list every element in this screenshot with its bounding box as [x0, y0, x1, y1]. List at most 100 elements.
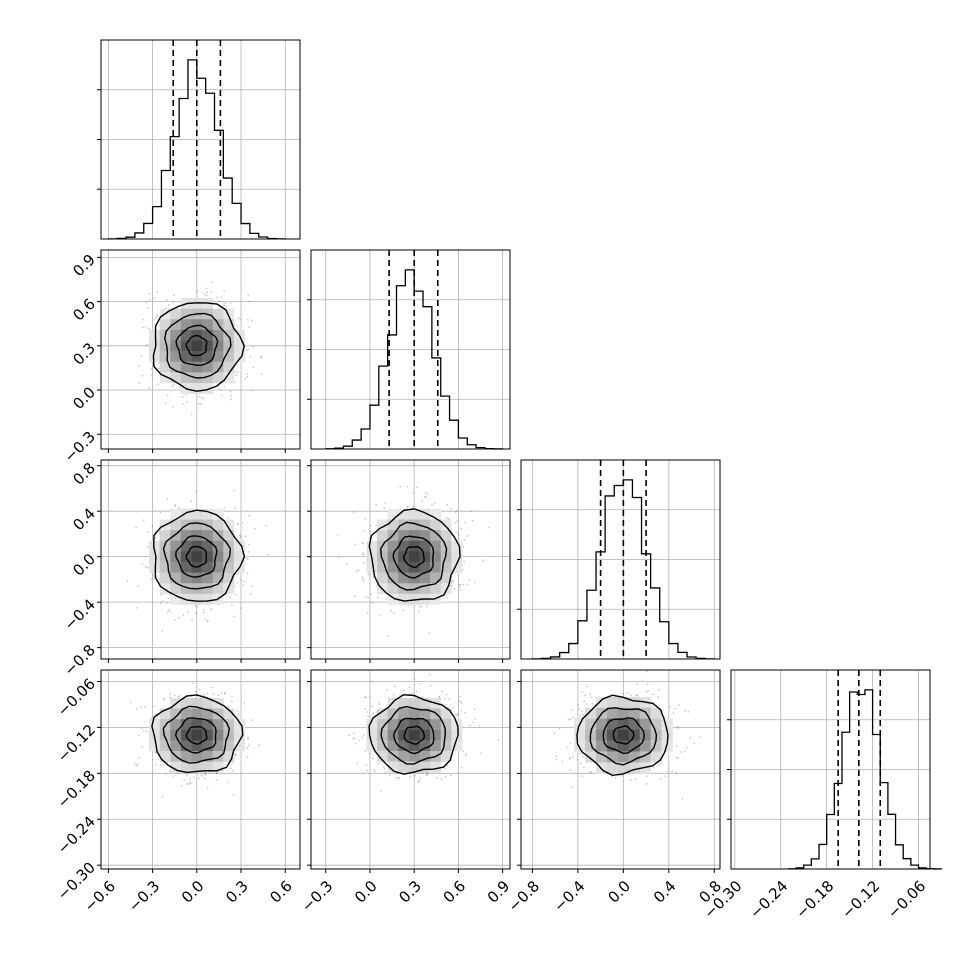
- scatter-point: [237, 713, 240, 716]
- scatter-point: [153, 297, 155, 300]
- scatter-point: [144, 565, 147, 568]
- density-cell: [149, 351, 160, 363]
- scatter-point: [161, 630, 164, 632]
- scatter-point: [561, 760, 563, 763]
- scatter-point: [147, 531, 150, 533]
- density-cell: [628, 696, 641, 709]
- y-tick-label: −0.06: [54, 675, 99, 720]
- scatter-point: [426, 773, 428, 776]
- scatter-point: [424, 495, 427, 498]
- histogram-step: [107, 59, 286, 240]
- density-cell: [398, 593, 410, 605]
- scatter-point: [464, 711, 467, 714]
- scatter-point: [239, 607, 242, 610]
- histogram-panel-4: [727, 669, 943, 870]
- scatter-point: [158, 577, 161, 580]
- scatter-point: [450, 508, 453, 510]
- scatter-point: [244, 535, 247, 538]
- x-tick-label: −0.8: [505, 877, 543, 915]
- scatter-point: [166, 394, 169, 397]
- density-cell: [170, 719, 182, 731]
- density-cell: [223, 351, 235, 363]
- scatter-point: [417, 781, 420, 783]
- contour-line: [185, 334, 208, 357]
- contour-line: [602, 717, 645, 755]
- density-cell: [617, 696, 630, 709]
- density-panel-3-2: [307, 459, 511, 663]
- density-cell: [430, 519, 442, 531]
- density-cell: [223, 750, 235, 762]
- scatter-point: [353, 736, 356, 739]
- scatter-point: [364, 518, 367, 520]
- density-cell: [223, 329, 235, 341]
- histogram-panel-2: [307, 249, 511, 450]
- density-cell: [191, 750, 203, 762]
- scatter-point: [354, 543, 356, 546]
- density-cell: [419, 540, 431, 552]
- scatter-point: [221, 394, 223, 397]
- scatter-point: [173, 694, 176, 697]
- scatter-point: [378, 703, 381, 705]
- scatter-point: [478, 725, 481, 728]
- density-cell: [191, 340, 203, 352]
- scatter-point: [174, 505, 176, 508]
- scatter-point: [383, 507, 386, 510]
- scatter-point: [246, 349, 248, 352]
- y-tick-label: −0.4: [61, 595, 99, 633]
- scatter-point: [426, 493, 429, 496]
- scatter-point: [677, 756, 680, 759]
- scatter-point: [203, 777, 206, 780]
- density-cell: [650, 718, 662, 730]
- density-cell: [202, 508, 214, 520]
- scatter-point: [460, 709, 463, 712]
- scatter-point: [364, 707, 367, 710]
- density-cell: [202, 361, 214, 373]
- scatter-point: [141, 374, 144, 377]
- scatter-point: [361, 541, 364, 544]
- x-tick-label: 0.3: [395, 877, 425, 907]
- scatter-point: [416, 486, 418, 489]
- density-cell: [387, 593, 399, 605]
- density-cell: [398, 761, 410, 773]
- scatter-point: [229, 763, 232, 765]
- scatter-point: [156, 575, 159, 578]
- contour-line: [379, 521, 448, 591]
- density-cell: [398, 719, 410, 731]
- scatter-point: [683, 750, 686, 753]
- y-tick-label: 0.3: [69, 339, 99, 369]
- scatter-point: [466, 583, 469, 586]
- density-cell: [191, 729, 203, 741]
- density-cell: [212, 561, 224, 573]
- scatter-point: [172, 301, 174, 304]
- scatter-point: [371, 601, 374, 604]
- scatter-point: [424, 496, 427, 499]
- density-cell: [430, 508, 442, 520]
- scatter-point: [248, 514, 251, 517]
- density-cell: [202, 530, 214, 542]
- density-cell: [366, 540, 378, 552]
- density-cell: [430, 583, 442, 595]
- density-cell: [387, 740, 399, 752]
- density-cell: [191, 319, 203, 331]
- density-cell: [661, 729, 673, 741]
- scatter-point: [372, 712, 374, 715]
- scatter-point: [161, 600, 164, 603]
- histogram-panel-1: [97, 39, 301, 240]
- density-cell: [596, 718, 608, 730]
- density-cell: [398, 708, 410, 720]
- density-cell: [419, 750, 431, 762]
- density-cell: [202, 740, 214, 752]
- scatter-point: [205, 294, 208, 297]
- density-cell: [419, 519, 431, 531]
- scatter-point: [412, 505, 414, 508]
- scatter-point: [220, 296, 223, 299]
- density-cell: [585, 707, 597, 719]
- x-tick-label: −0.3: [298, 877, 336, 915]
- scatter-point: [195, 612, 197, 615]
- contour-line: [152, 509, 246, 602]
- scatter-point: [448, 518, 451, 520]
- contour-line: [380, 705, 446, 765]
- scatter-point: [566, 746, 569, 749]
- scatter-point: [366, 711, 369, 713]
- density-cell: [596, 696, 608, 709]
